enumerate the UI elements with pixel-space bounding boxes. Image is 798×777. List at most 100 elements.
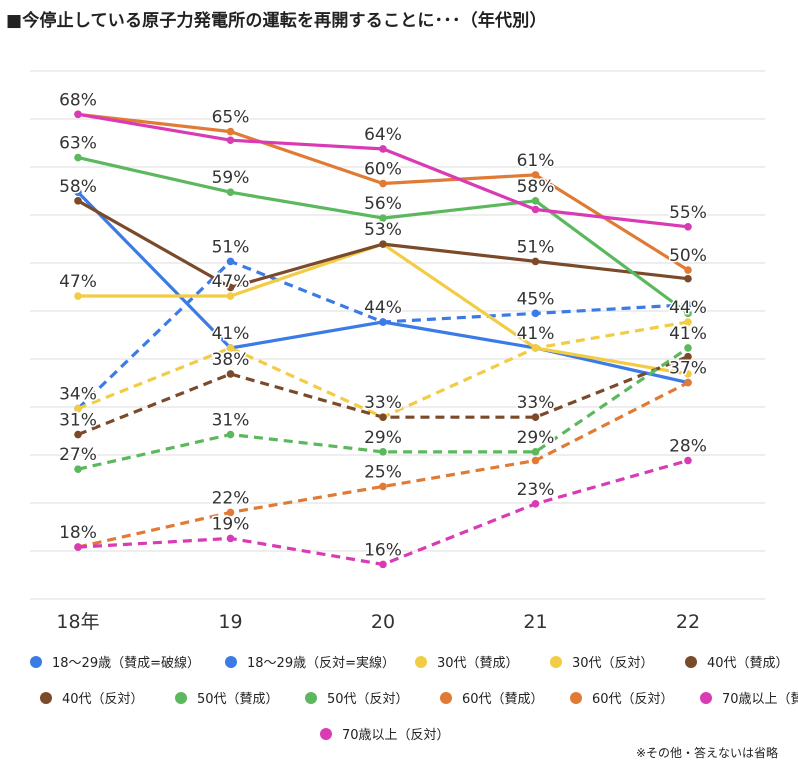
data-point bbox=[226, 534, 235, 543]
x-tick-label: 18年 bbox=[56, 611, 99, 633]
legend-label: 50代（反対） bbox=[327, 692, 409, 707]
data-point bbox=[531, 499, 540, 508]
legend-swatch bbox=[40, 691, 52, 704]
data-point bbox=[74, 197, 82, 205]
data-point bbox=[74, 465, 82, 473]
data-label: 50% bbox=[669, 246, 707, 266]
data-label: 44% bbox=[364, 298, 402, 318]
legend-item: 70歳以上（反対） bbox=[320, 724, 450, 743]
series-points bbox=[74, 110, 692, 569]
data-point bbox=[379, 145, 387, 153]
legend-item: 60代（反対） bbox=[570, 688, 674, 707]
legend-item: 70歳以上（賛成） bbox=[700, 688, 798, 707]
legend-label: 18～29歳（賛成=破線） bbox=[52, 656, 200, 671]
legend-label: 50代（賛成） bbox=[197, 692, 279, 707]
data-point bbox=[379, 448, 387, 456]
data-point bbox=[531, 448, 540, 456]
data-label: 41% bbox=[517, 324, 555, 344]
data-label: 47% bbox=[212, 272, 250, 292]
data-label: 31% bbox=[212, 411, 250, 431]
data-point bbox=[379, 214, 387, 222]
data-label: 68% bbox=[59, 90, 97, 110]
data-point bbox=[684, 300, 692, 309]
data-point bbox=[684, 456, 692, 465]
footnote: ※その他・答えないは省略 bbox=[635, 746, 778, 760]
data-label: 63% bbox=[59, 134, 97, 154]
legend-swatch bbox=[30, 655, 42, 668]
data-point bbox=[74, 110, 82, 119]
data-point bbox=[684, 309, 692, 318]
data-label: 53% bbox=[364, 220, 402, 240]
x-tick-label: 19 bbox=[218, 611, 242, 633]
legend-swatch bbox=[550, 655, 562, 668]
data-label: 34% bbox=[59, 385, 97, 405]
data-label: 58% bbox=[517, 177, 555, 197]
data-point bbox=[531, 413, 540, 422]
data-label: 45% bbox=[517, 289, 555, 309]
data-point bbox=[226, 188, 235, 196]
legend-label: 18～29歳（反対=実線） bbox=[247, 656, 395, 671]
data-label: 38% bbox=[212, 350, 250, 370]
legend-label: 70歳以上（反対） bbox=[342, 728, 450, 743]
legend-swatch bbox=[175, 691, 187, 704]
data-point bbox=[531, 205, 540, 214]
legend-label: 30代（賛成） bbox=[437, 656, 519, 671]
x-tick-label: 21 bbox=[523, 611, 547, 633]
data-label: 47% bbox=[59, 272, 97, 292]
data-label: 41% bbox=[669, 324, 707, 344]
data-label: 44% bbox=[669, 298, 707, 318]
data-label: 58% bbox=[59, 177, 97, 197]
data-label: 65% bbox=[212, 108, 250, 128]
data-label: 22% bbox=[212, 488, 250, 508]
data-point bbox=[226, 370, 235, 378]
legend-swatch bbox=[685, 655, 697, 668]
data-point bbox=[379, 318, 387, 326]
data-label: 37% bbox=[669, 359, 707, 379]
data-point bbox=[74, 543, 82, 551]
data-point bbox=[684, 352, 692, 361]
legend-item: 50代（賛成） bbox=[175, 688, 279, 707]
data-point bbox=[379, 240, 387, 248]
data-point bbox=[531, 309, 540, 318]
legend-item: 40代（反対） bbox=[40, 688, 144, 707]
data-label: 19% bbox=[212, 514, 250, 534]
data-point bbox=[684, 344, 692, 352]
data-label: 59% bbox=[212, 168, 250, 188]
data-point bbox=[379, 413, 387, 422]
data-label: 41% bbox=[212, 324, 250, 344]
data-point bbox=[531, 257, 540, 266]
legend-item: 60代（賛成） bbox=[440, 688, 544, 707]
data-label: 16% bbox=[364, 540, 402, 560]
data-point bbox=[684, 318, 692, 326]
legend-item: 30代（賛成） bbox=[415, 652, 519, 671]
legend-label: 40代（賛成） bbox=[707, 656, 789, 671]
legend-label: 60代（反対） bbox=[592, 692, 674, 707]
data-point bbox=[226, 292, 235, 300]
legend-item: 40代（賛成） bbox=[685, 652, 789, 671]
data-point bbox=[74, 292, 82, 300]
data-point bbox=[379, 482, 387, 491]
data-label: 60% bbox=[364, 160, 402, 180]
data-point bbox=[226, 136, 235, 145]
data-label: 31% bbox=[59, 411, 97, 431]
data-label: 61% bbox=[517, 151, 555, 171]
data-point bbox=[226, 430, 235, 439]
gridlines bbox=[30, 70, 765, 600]
data-label: 55% bbox=[669, 203, 707, 223]
data-point bbox=[684, 266, 692, 274]
legend-swatch bbox=[225, 655, 237, 668]
data-point bbox=[684, 274, 692, 283]
legend-label: 60代（賛成） bbox=[462, 692, 544, 707]
data-point bbox=[531, 344, 540, 352]
legend-item: 50代（反対） bbox=[305, 688, 409, 707]
legend-swatch bbox=[305, 691, 317, 704]
data-label: 56% bbox=[364, 194, 402, 214]
data-label: 27% bbox=[59, 445, 97, 465]
data-point bbox=[531, 456, 540, 465]
legend-swatch bbox=[570, 691, 582, 704]
legend-label: 70歳以上（賛成） bbox=[722, 692, 798, 707]
data-labels: 34% 51% 44% 45% 41% 41% 44% 47% 47% 31% 38% 33% 33% 5… bbox=[58, 89, 709, 562]
data-label: 51% bbox=[517, 237, 555, 257]
data-point bbox=[74, 188, 82, 196]
